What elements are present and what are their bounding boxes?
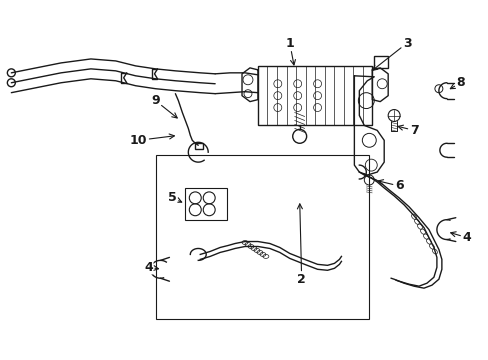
- Bar: [373, 56, 387, 68]
- Text: 8: 8: [449, 76, 464, 89]
- Bar: [155, 155, 368, 319]
- Text: 9: 9: [151, 94, 177, 118]
- Text: 7: 7: [397, 124, 418, 137]
- Text: 3: 3: [372, 37, 410, 70]
- Text: 10: 10: [130, 134, 174, 147]
- Text: 5: 5: [168, 192, 182, 204]
- Bar: [195, 143, 203, 149]
- Text: 4: 4: [450, 231, 470, 244]
- Text: 6: 6: [377, 179, 403, 193]
- Text: 1: 1: [285, 37, 295, 65]
- Bar: [185, 188, 226, 220]
- Text: 2: 2: [297, 204, 305, 286]
- Text: 4: 4: [144, 261, 158, 274]
- Bar: [257, 66, 371, 125]
